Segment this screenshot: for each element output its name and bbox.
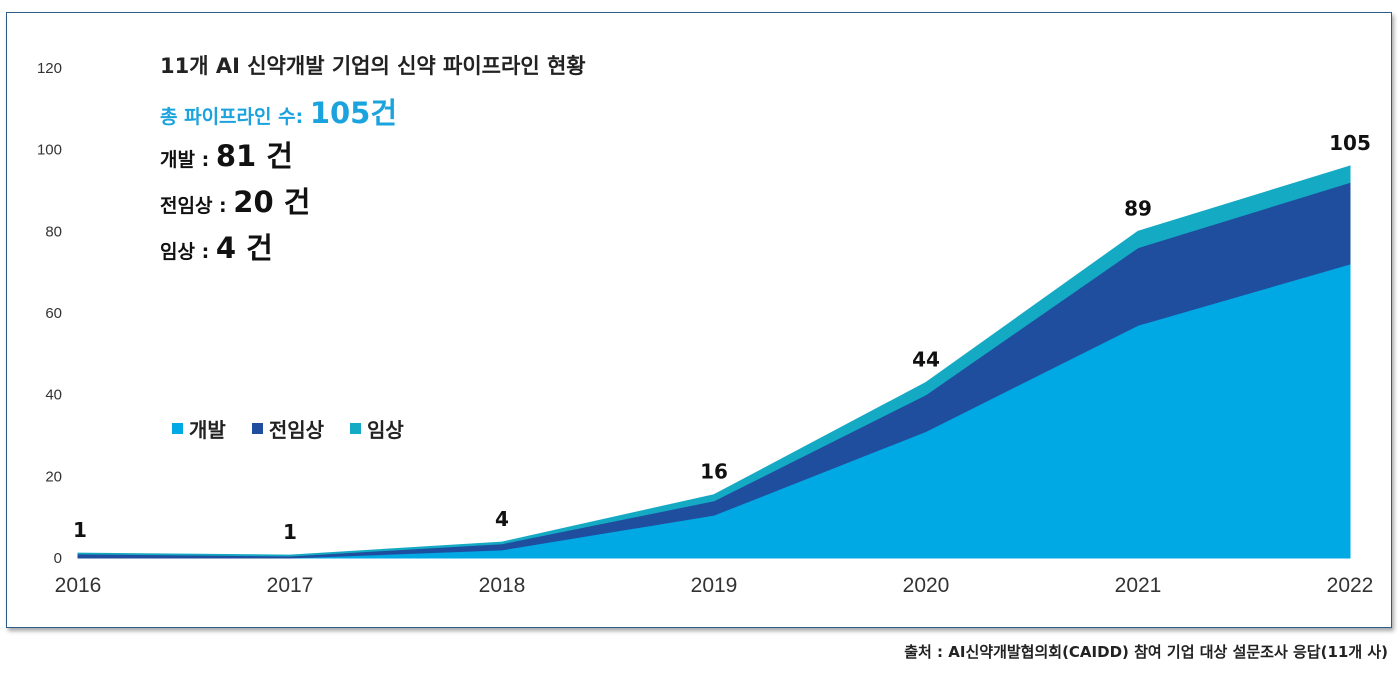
legend-item-dev: 개발 [172, 414, 226, 443]
total-data-label: 1 [73, 518, 87, 542]
total-data-label: 4 [495, 507, 509, 531]
clinical-count: 임상 : 4 건 [160, 230, 586, 270]
preclinical-value: 20 건 [233, 185, 311, 219]
y-tick-label: 20 [45, 468, 62, 485]
x-tick-label: 2019 [691, 574, 738, 597]
total-label: 총 파이프라인 수: [160, 106, 304, 128]
x-tick-label: 2022 [1327, 574, 1374, 597]
total-data-label: 89 [1124, 196, 1152, 220]
legend-item-clinical: 임상 [350, 414, 404, 443]
dev-value: 81 건 [215, 139, 293, 173]
area-series-clinical [77, 165, 1351, 557]
x-tick-label: 2016 [55, 574, 102, 597]
y-tick-label: 80 [45, 223, 62, 240]
area-chart: 0 20 40 60 80 100 120 2016 2017 2018 2019 2020 2021… [37, 60, 1374, 597]
y-tick-label: 120 [37, 60, 62, 77]
clinical-value: 4 건 [215, 231, 273, 265]
legend-label-dev: 개발 [189, 418, 226, 442]
total-value: 105건 [309, 96, 398, 130]
legend-swatch-dev [172, 423, 183, 434]
y-tick-label: 60 [45, 305, 62, 322]
legend-label-clinical: 임상 [367, 418, 404, 442]
total-data-label: 16 [700, 460, 728, 484]
preclinical-count: 전임상 : 20 건 [160, 184, 586, 224]
x-tick-label: 2021 [1115, 574, 1162, 597]
y-tick-label: 100 [37, 142, 62, 159]
dev-count: 개발 : 81 건 [160, 138, 586, 178]
total-data-label: 1 [283, 520, 297, 544]
chart-title: 11개 AI 신약개발 기업의 신약 파이프라인 현황 [160, 54, 586, 78]
legend-label-preclinical: 전임상 [268, 418, 325, 442]
preclinical-label: 전임상 : [160, 195, 227, 217]
legend-swatch-clinical [350, 423, 362, 434]
legend-item-preclinical: 전임상 [251, 414, 325, 443]
x-tick-label: 2018 [479, 574, 526, 597]
clinical-label: 임상 : [160, 241, 210, 263]
y-tick-label: 40 [45, 387, 62, 404]
legend-swatch-preclinical [251, 423, 263, 434]
chart-info-panel: 11개 AI 신약개발 기업의 신약 파이프라인 현황 총 파이프라인 수: 1… [160, 50, 586, 270]
total-data-label: 105 [1329, 131, 1371, 155]
source-note: 출처 : AI신약개발협의회(CAIDD) 참여 기업 대상 설문조사 응답(1… [904, 643, 1388, 661]
total-pipeline: 총 파이프라인 수: 105건 [160, 90, 586, 132]
x-tick-label: 2020 [903, 574, 950, 597]
y-tick-label: 0 [54, 550, 62, 567]
x-tick-label: 2017 [267, 574, 314, 597]
chart-legend: 개발 전임상 임상 [172, 414, 404, 443]
total-data-label: 44 [912, 347, 940, 371]
dev-label: 개발 : [160, 149, 210, 171]
